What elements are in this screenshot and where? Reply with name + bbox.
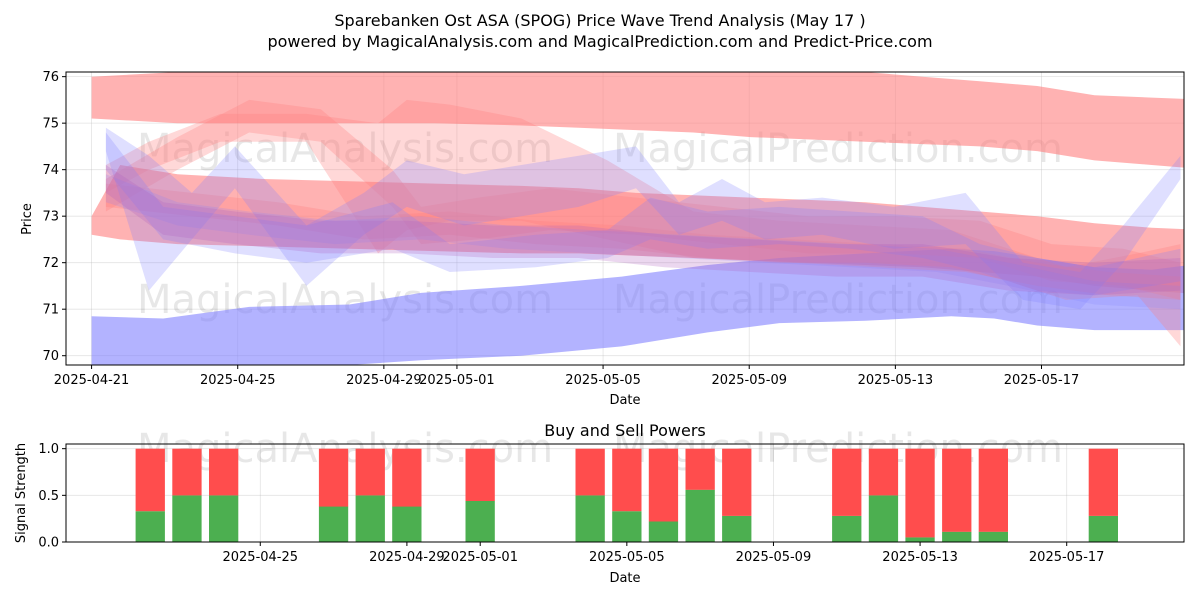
signal-x-tick-label: 2025-05-01 [442,550,518,565]
buy-bar [575,495,605,542]
signal-x-tick-label: 2025-05-17 [1029,550,1105,565]
sell-bar [905,448,935,538]
signal-y-tick-label: 0.0 [38,536,59,551]
price-x-tick-label: 2025-05-13 [858,373,934,388]
buy-bar [905,537,935,542]
buy-bar [978,531,1008,542]
sell-bar [942,448,972,532]
buy-bar [318,506,349,542]
signal-y-axis: 0.0 0.5 1.0 [38,442,66,551]
price-x-tick-label: 2025-05-09 [711,373,787,388]
buy-bar [648,521,679,542]
buy-bar [942,531,972,542]
price-band-red-wave-3 [105,183,1181,300]
price-band-blue-wave-1 [105,127,1181,310]
signal-y-tick-label: 0.5 [38,489,59,504]
price-band-red-upper [91,72,1184,168]
buy-bar [172,495,202,542]
figure-title: Sparebanken Ost ASA (SPOG) Price Wave Tr… [334,11,865,30]
price-band-blue-wave-3 [105,174,1181,310]
buy-bar [135,511,165,542]
price-y-tick-label: 71 [42,303,59,318]
sell-bar [209,448,239,496]
buy-bar [209,495,239,542]
price-y-tick-label: 76 [42,70,59,85]
signal-x-tick-label: 2025-05-09 [736,550,812,565]
buy-bar [355,495,385,542]
signal-x-tick-label: 2025-04-25 [222,550,298,565]
sell-bar [648,448,679,522]
sell-bar [135,448,165,512]
price-x-label: Date [609,393,640,408]
price-bands [91,72,1184,365]
price-band-red-wave-2 [105,99,1181,347]
price-x-tick-label: 2025-04-29 [346,373,422,388]
price-y-tick-label: 75 [42,117,59,132]
sell-bar [685,448,715,490]
price-plot-frame [65,71,1185,366]
sell-bar [575,448,605,496]
signal-y-tick-label: 1.0 [38,442,59,457]
buy-bar [392,506,422,542]
price-band-red-wave-1 [105,99,1181,300]
buy-bar [832,515,862,542]
price-y-tick-label: 73 [42,210,59,225]
sell-bar [1088,448,1118,516]
buy-bar [1088,515,1118,542]
signal-y-label: Signal Strength [14,443,29,543]
price-chart: MagicalAnalysis.com MagicalPrediction.co… [20,70,1185,408]
price-x-tick-label: 2025-05-01 [419,373,495,388]
figure-subtitle: powered by MagicalAnalysis.com and Magic… [267,32,932,51]
sell-bar [978,448,1008,532]
signal-plot-frame [65,443,1185,543]
sell-bar [318,448,349,507]
signal-x-tick-label: 2025-05-13 [882,550,958,565]
price-y-tick-label: 72 [42,256,59,271]
signal-x-tick-label: 2025-05-05 [589,550,665,565]
buy-bar [868,495,899,542]
sell-bar [868,448,899,496]
price-x-axis: 2025-04-21 2025-04-25 2025-04-292025-05-01… [54,365,1079,388]
price-x-tick-label: 2025-04-25 [200,373,276,388]
sell-bar [392,448,422,507]
sell-bar [172,448,202,496]
watermark-analysis: MagicalAnalysis.com [137,126,553,172]
sell-bar [465,448,495,501]
price-band-blue-wave-2 [105,132,1181,296]
buy-bar [465,500,495,542]
price-y-tick-label: 74 [42,163,59,178]
signal-chart-title: Buy and Sell Powers [544,421,706,440]
price-x-tick-label: 2025-05-17 [1004,373,1080,388]
buy-bar [722,515,752,542]
price-x-tick-label: 2025-04-21 [54,373,130,388]
buy-bar [685,489,715,542]
sell-bar [355,448,385,496]
price-y-axis: 70 71 72 73 74 75 76 [42,70,66,364]
price-y-label: Price [20,203,35,235]
signal-x-tick-label: 2025-04-29 [369,550,445,565]
price-band-purple-wave [105,165,1181,296]
price-band-group [91,72,1184,365]
signal-x-label: Date [609,571,640,586]
signal-chart: Buy and Sell Powers MagicalAnalysis.com … [14,421,1185,586]
signal-bars [135,448,1118,542]
price-band-blue-lower [91,248,1184,365]
sell-bar [722,448,752,516]
sell-bar [832,448,862,516]
buy-bar [612,511,642,542]
price-x-tick-label: 2025-05-05 [565,373,641,388]
sell-bar [612,448,642,512]
price-y-tick-label: 70 [42,349,59,364]
